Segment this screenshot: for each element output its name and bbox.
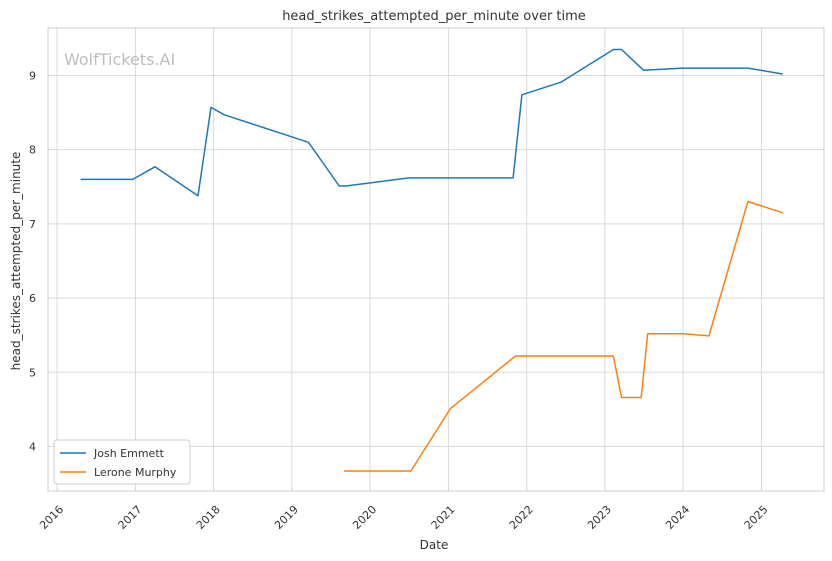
x-tick-label: 2017 [116,503,145,532]
y-tick-label: 9 [29,69,36,82]
y-axis-label: head_strikes_attempted_per_minute [9,152,23,371]
series-line-lerone-murphy [343,200,783,472]
x-tick-label: 2021 [429,503,458,532]
y-tick-label: 6 [29,292,36,305]
x-axis-ticks: 2016 2017 2018 2019 2020 2021 2022 2023 2024 2025 [37,503,770,532]
x-tick-label: 2024 [663,503,692,532]
x-tick-label: 2016 [37,503,66,532]
x-tick-label: 2020 [350,503,379,532]
watermark: WolfTickets.AI [64,50,175,69]
grid-lines [48,28,824,491]
legend-box [53,439,191,485]
x-tick-label: 2025 [742,503,771,532]
y-tick-label: 8 [29,144,36,157]
x-tick-label: 2022 [507,503,536,532]
x-axis-label: Date [420,538,449,552]
series-line-josh-emmett [80,48,783,197]
x-tick-label: 2018 [194,503,223,532]
x-tick-label: 2023 [585,503,614,532]
series-layer [80,48,783,472]
plot-frame [47,27,825,492]
legend-label: Lerone Murphy [94,466,177,479]
x-tick-label: 2019 [272,503,301,532]
chart-title: head_strikes_attempted_per_minute over t… [282,9,586,24]
y-tick-label: 5 [29,366,36,379]
legend: Josh Emmett Lerone Murphy [53,439,191,485]
y-axis-ticks: 4 5 6 7 8 9 [29,69,36,453]
y-tick-label: 4 [29,440,36,453]
y-tick-label: 7 [29,218,36,231]
legend-label: Josh Emmett [93,447,165,460]
